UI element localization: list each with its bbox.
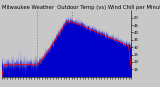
- Text: Milwaukee Weather  Outdoor Temp (vs) Wind Chill per Minute (Last 24 Hours): Milwaukee Weather Outdoor Temp (vs) Wind…: [2, 5, 160, 10]
